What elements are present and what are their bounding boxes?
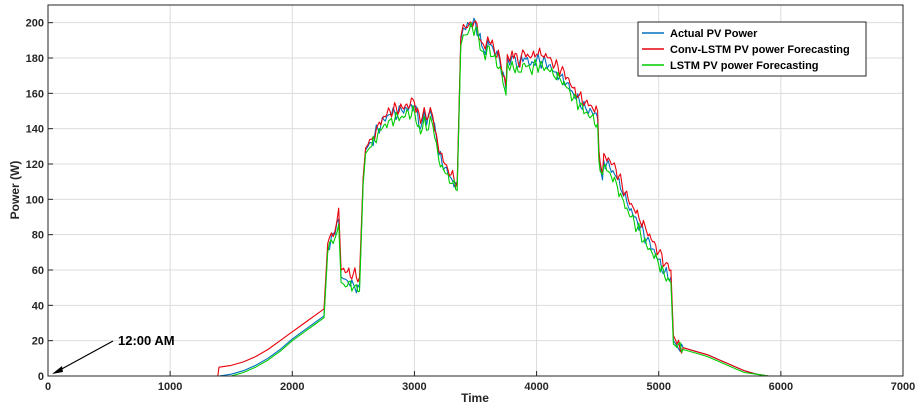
y-tick-label: 80	[32, 230, 44, 242]
y-tick-label: 0	[38, 371, 44, 383]
y-tick-label: 200	[26, 18, 44, 30]
x-tick-label: 2000	[280, 381, 304, 393]
arrow-head-icon	[52, 366, 63, 374]
plot-frame	[47, 4, 904, 377]
x-tick-label: 0	[45, 381, 51, 393]
x-tick-label: 6000	[769, 381, 793, 393]
x-tick-label: 1000	[158, 381, 182, 393]
annotation-text: 12:00 AM	[118, 333, 175, 348]
y-tick-label: 120	[26, 159, 44, 171]
y-axis-label: Power (W)	[8, 161, 22, 220]
legend: Actual PV Power Conv-LSTM PV power Foreca…	[637, 21, 867, 77]
series-line-3	[48, 22, 903, 377]
y-tick-label: 20	[32, 336, 44, 348]
legend-label: Actual PV Power	[670, 28, 758, 40]
series-lines	[48, 17, 903, 377]
annotation-arrow-line	[57, 340, 114, 372]
legend-box	[637, 21, 867, 77]
legend-label: Conv-LSTM PV power Forecasting	[670, 44, 850, 56]
x-axis-label: Time	[461, 391, 489, 405]
x-tick-labels: 0 1000 2000 3000 4000 5000 6000 7000	[45, 381, 915, 393]
y-tick-labels: 0 20 40 60 80 100 120 140 160 180 200	[26, 18, 44, 383]
x-tick-label: 4000	[524, 381, 548, 393]
annotation: 12:00 AM	[52, 333, 175, 374]
x-tick-label: 7000	[891, 381, 915, 393]
y-tick-label: 40	[32, 300, 44, 312]
y-tick-label: 100	[26, 194, 44, 206]
x-tick-label: 3000	[402, 381, 426, 393]
x-tick-label: 5000	[646, 381, 670, 393]
series-line-2	[48, 20, 903, 377]
y-tick-label: 140	[26, 124, 44, 136]
y-tick-label: 180	[26, 53, 44, 65]
legend-label: LSTM PV power Forecasting	[670, 60, 819, 72]
y-tick-label: 60	[32, 265, 44, 277]
y-tick-label: 160	[26, 88, 44, 100]
